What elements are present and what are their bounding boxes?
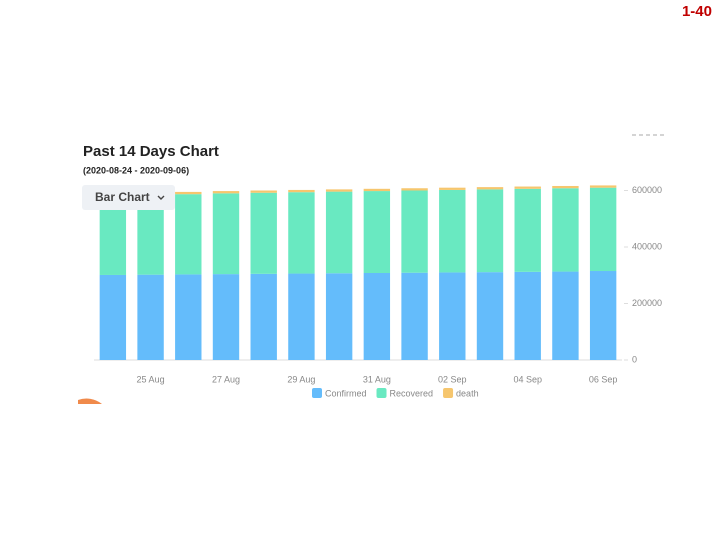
slide-number: 1-40 [682,3,712,20]
bar-segment [401,272,428,360]
legend-label: death [456,388,479,398]
bar-segment [175,191,202,195]
y-tick-label: 600000 [632,185,662,195]
dropdown-chevron [157,195,165,200]
bar-segment [99,274,127,360]
decoration-circle [78,398,102,404]
bar-segment [552,188,579,272]
bar-segment [363,191,391,273]
bar-segment [137,274,164,360]
bar-segment [476,187,504,190]
bar-segment [439,189,466,273]
x-tick-label: 31 Aug [363,374,391,384]
bar-segment [439,272,466,360]
y-tick-label: 200000 [632,298,662,308]
bar-segment [476,189,504,273]
bar-segment [514,188,541,272]
bar-segment [212,193,240,275]
bar-segment [401,190,428,273]
bar-segment [589,185,617,188]
bar-segment [250,192,277,274]
chart-title: Past 14 Days Chart [83,143,219,160]
x-tick-label: 06 Sep [589,374,618,384]
bar-segment [439,187,466,190]
bar-segment [212,191,240,194]
x-tick-label: 27 Aug [212,374,240,384]
bar-segment [212,274,240,360]
bar-segment [288,189,315,193]
legend-swatch [376,388,387,398]
bar-segment [325,273,353,360]
x-tick-label: 25 Aug [137,374,165,384]
bar-segment [250,190,277,193]
bar-segment [288,192,315,274]
x-tick-label: 02 Sep [438,374,467,384]
bar-segment [288,273,315,360]
bar-segment [363,188,391,192]
bar-segment [325,189,353,192]
chart-subtitle: (2020-08-24 - 2020-09-06) [83,165,189,175]
bar-segment [175,274,202,360]
bar-segment [552,185,579,189]
legend: Confirmed Recovered death [312,388,479,398]
bar-segment [250,273,277,360]
legend-swatch [312,388,322,398]
y-tick-label: 0 [632,354,637,364]
x-tick-label: 04 Sep [513,374,542,384]
bar-segment [363,272,391,360]
bar-segment [514,271,541,360]
x-tick-label: 29 Aug [287,374,315,384]
bar-segment [175,194,202,275]
chart-type-dropdown[interactable] [82,185,175,210]
bar-segment [476,272,504,360]
bar-segment [514,186,541,189]
bar-segment [589,271,617,360]
plot: 0 200000 400000 600000 25 Aug 27 Aug 29 Aug 31 … [94,185,662,384]
legend-swatch [443,388,454,398]
bar-segment [552,271,579,360]
bar-segment [401,188,428,191]
bar-segment [589,187,617,272]
bar-segment [325,191,353,274]
legend-label: Confirmed [325,388,367,398]
dropdown-label[interactable]: Bar Chart [95,190,150,204]
y-tick-label: 400000 [632,241,662,251]
legend-label: Recovered [390,388,434,398]
